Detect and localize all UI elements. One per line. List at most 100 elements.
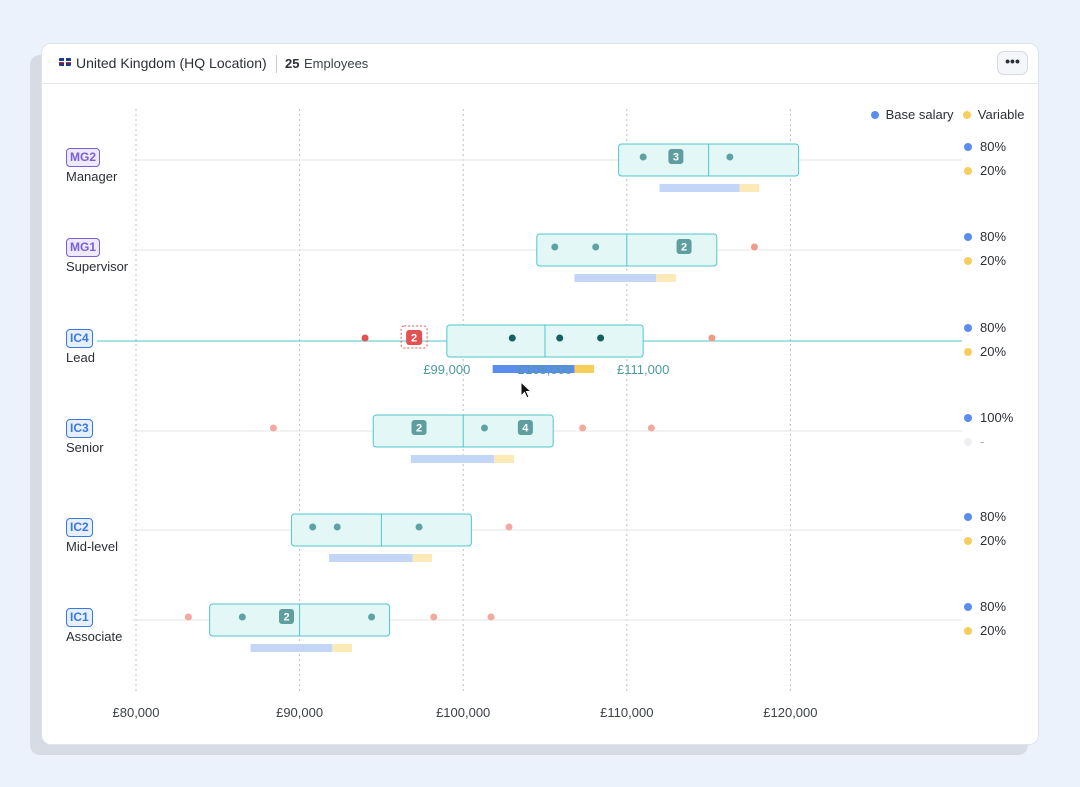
level-name: Mid-level bbox=[66, 539, 119, 554]
variable-pct: 20% bbox=[980, 344, 1007, 359]
base-salary-dot-icon bbox=[964, 233, 972, 241]
variable-pay-bar bbox=[332, 644, 352, 652]
employee-dot bbox=[238, 613, 246, 621]
level-code-badge: IC1 bbox=[66, 608, 93, 627]
variable-pct-row: 20% bbox=[964, 623, 1024, 639]
salary-band-chart: 3 2 2 2 4 2 bbox=[97, 109, 962, 692]
employee-cluster-count: 3 bbox=[673, 152, 679, 164]
outlier-cluster-outline bbox=[400, 325, 428, 349]
variable-dot-icon bbox=[964, 537, 972, 545]
variable-pct-row: 20% bbox=[964, 163, 1024, 179]
variable-dot-icon bbox=[964, 348, 972, 356]
x-tick-label: £110,000 bbox=[600, 705, 654, 720]
base-salary-pct: 80% bbox=[980, 139, 1007, 154]
base-salary-bar bbox=[250, 644, 333, 652]
variable-dot-icon bbox=[964, 257, 972, 265]
level-code-badge: IC2 bbox=[66, 518, 93, 537]
employee-count: 25 bbox=[285, 56, 300, 71]
band-range-label: £105,000 bbox=[517, 362, 573, 377]
variable-legend-label: Variable bbox=[977, 107, 1025, 122]
base-salary-pct: 80% bbox=[980, 509, 1007, 524]
employee-dot bbox=[551, 243, 559, 251]
base-salary-dot-icon bbox=[964, 513, 972, 521]
employee-cluster-badge bbox=[676, 239, 692, 254]
base-salary-legend-label: Base salary bbox=[885, 107, 954, 122]
variable-pct: 20% bbox=[980, 163, 1007, 178]
base-salary-pct: 80% bbox=[980, 599, 1007, 614]
outlier-dot bbox=[750, 243, 758, 251]
employee-dot bbox=[480, 424, 488, 432]
variable-pct: - bbox=[980, 434, 985, 449]
outlier-dot bbox=[269, 424, 277, 432]
employee-cluster-badge bbox=[411, 420, 427, 435]
employee-cluster-badge bbox=[668, 149, 684, 164]
employee-dot bbox=[415, 523, 423, 531]
base-salary-bar bbox=[329, 554, 413, 562]
band-range-label: £99,000 bbox=[423, 362, 471, 377]
x-tick-label: £80,000 bbox=[112, 705, 160, 720]
base-salary-pct: 100% bbox=[980, 410, 1014, 425]
employee-dot bbox=[556, 334, 564, 342]
employee-dot bbox=[368, 613, 376, 621]
employee-dot bbox=[333, 523, 341, 531]
level-code-badge: MG1 bbox=[66, 238, 101, 257]
variable-pct-row: - bbox=[964, 434, 1024, 450]
variable-dot-icon bbox=[964, 438, 972, 446]
outlier-dot bbox=[430, 613, 438, 621]
outlier-dot bbox=[505, 523, 513, 531]
base-pct-row: 80% bbox=[964, 599, 1024, 615]
chart-legend: Base salary Variable bbox=[871, 107, 1025, 122]
salary-bands-card: United Kingdom (HQ Location) 25 Employee… bbox=[41, 43, 1039, 745]
outlier-cluster-badge bbox=[406, 330, 423, 345]
level-code-badge: IC3 bbox=[66, 419, 93, 438]
variable-pct: 20% bbox=[980, 253, 1007, 268]
base-salary-legend-icon bbox=[871, 111, 879, 119]
base-pct-row: 80% bbox=[964, 229, 1024, 245]
header-divider bbox=[276, 55, 277, 73]
level-code-badge: IC4 bbox=[66, 329, 93, 348]
employee-cluster-badge bbox=[517, 420, 533, 435]
employee-cluster-count: 2 bbox=[416, 423, 422, 435]
employee-dot bbox=[309, 523, 317, 531]
x-tick-label: £90,000 bbox=[276, 705, 324, 720]
outlier-dot bbox=[361, 334, 369, 342]
employee-dot bbox=[508, 334, 516, 342]
variable-pct: 20% bbox=[980, 623, 1007, 638]
level-name: Supervisor bbox=[66, 259, 129, 274]
base-salary-pct: 80% bbox=[980, 229, 1007, 244]
employee-cluster-badge bbox=[279, 609, 295, 624]
base-salary-dot-icon bbox=[964, 414, 972, 422]
variable-pay-bar bbox=[574, 365, 595, 373]
base-salary-dot-icon bbox=[964, 603, 972, 611]
variable-pct-row: 20% bbox=[964, 344, 1024, 360]
outlier-cluster-count: 2 bbox=[411, 333, 417, 345]
employee-cluster-count: 4 bbox=[522, 423, 529, 435]
outlier-dot bbox=[708, 334, 716, 342]
variable-pay-bar bbox=[656, 274, 676, 282]
variable-pct-row: 20% bbox=[964, 253, 1024, 269]
base-salary-bar bbox=[410, 455, 495, 463]
base-pct-row: 80% bbox=[964, 139, 1024, 155]
base-salary-dot-icon bbox=[964, 324, 972, 332]
level-name: Senior bbox=[66, 440, 104, 455]
level-name: Manager bbox=[66, 169, 118, 184]
more-options-button[interactable]: ••• bbox=[997, 51, 1028, 75]
uk-flag-icon bbox=[59, 58, 71, 66]
outlier-dot bbox=[184, 613, 192, 621]
variable-pay-bar bbox=[412, 554, 433, 562]
variable-dot-icon bbox=[964, 167, 972, 175]
base-pct-row: 100% bbox=[964, 410, 1024, 426]
outlier-dot bbox=[647, 424, 655, 432]
employee-dot bbox=[592, 243, 600, 251]
variable-pct-row: 20% bbox=[964, 533, 1024, 549]
base-pct-row: 80% bbox=[964, 320, 1024, 336]
base-salary-bar bbox=[659, 184, 740, 192]
variable-pay-bar bbox=[739, 184, 760, 192]
employee-dot bbox=[597, 334, 605, 342]
employee-dot bbox=[639, 153, 647, 161]
employee-cluster-count: 2 bbox=[681, 242, 687, 254]
base-pct-row: 80% bbox=[964, 509, 1024, 525]
base-salary-dot-icon bbox=[964, 143, 972, 151]
level-name: Lead bbox=[66, 350, 95, 365]
variable-dot-icon bbox=[964, 627, 972, 635]
